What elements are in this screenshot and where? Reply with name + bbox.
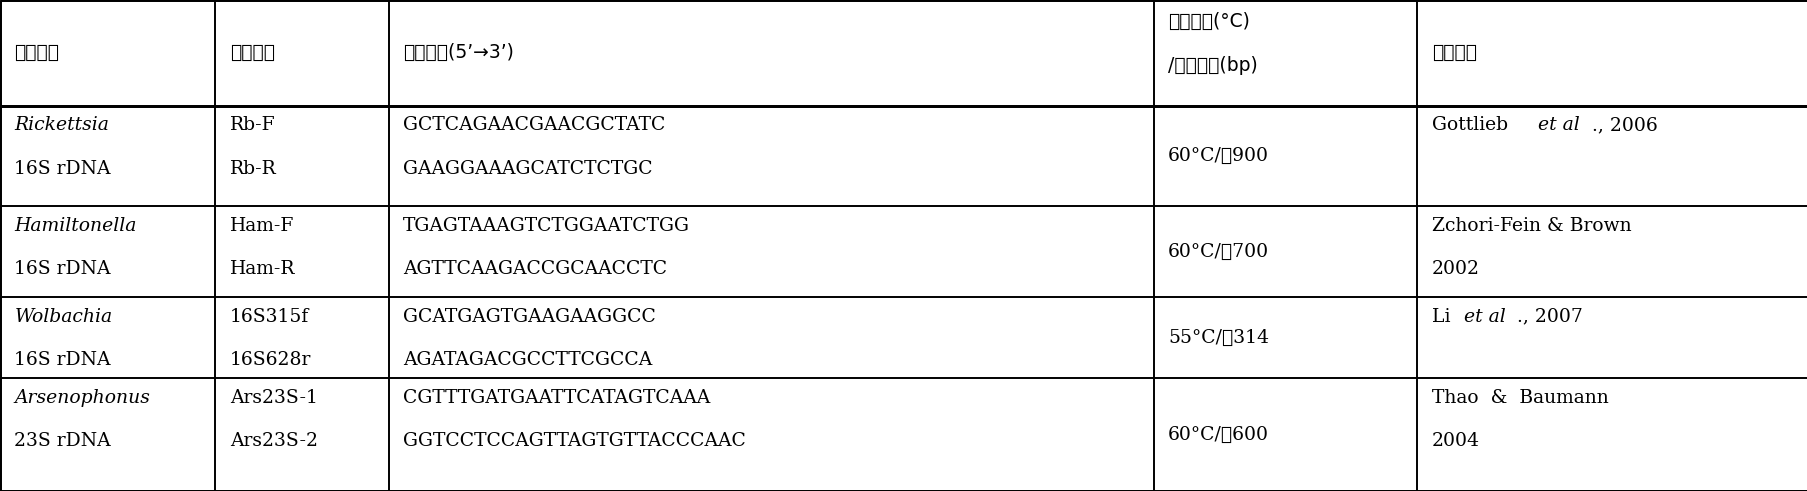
Text: 60°C/～900: 60°C/～900: [1167, 147, 1269, 165]
Text: Zchori-Fein & Brown: Zchori-Fein & Brown: [1431, 217, 1630, 235]
Text: /产物大小(bp): /产物大小(bp): [1167, 56, 1258, 76]
Text: 退火温度(°C): 退火温度(°C): [1167, 12, 1249, 31]
Text: Ham-R: Ham-R: [229, 260, 295, 278]
Text: ., 2006: ., 2006: [1590, 116, 1657, 135]
Text: TGAGTAAAGTCTGGAATCTGG: TGAGTAAAGTCTGGAATCTGG: [403, 217, 690, 235]
Text: 60°C/～600: 60°C/～600: [1167, 426, 1269, 443]
Text: 2004: 2004: [1431, 432, 1480, 450]
Text: GCTCAGAACGAACGCTATC: GCTCAGAACGAACGCTATC: [403, 116, 665, 135]
Text: Ham-F: Ham-F: [229, 217, 295, 235]
Text: et al: et al: [1538, 116, 1579, 135]
Text: Rb-R: Rb-R: [229, 160, 276, 178]
Text: Rb-F: Rb-F: [229, 116, 275, 135]
Text: 16S315f: 16S315f: [229, 308, 309, 326]
Text: 55°C/～314: 55°C/～314: [1167, 328, 1269, 347]
Text: 目标基因: 目标基因: [14, 43, 60, 62]
Text: 引物名称: 引物名称: [229, 43, 275, 62]
Text: 16S628r: 16S628r: [229, 351, 311, 369]
Text: Rickettsia: Rickettsia: [14, 116, 108, 135]
Text: ., 2007: ., 2007: [1516, 308, 1583, 326]
Text: 16S rDNA: 16S rDNA: [14, 260, 110, 278]
Text: 16S rDNA: 16S rDNA: [14, 160, 110, 178]
Text: 23S rDNA: 23S rDNA: [14, 432, 110, 450]
Text: Arsenophonus: Arsenophonus: [14, 389, 150, 407]
Text: AGATAGACGCCTTCGCCA: AGATAGACGCCTTCGCCA: [403, 351, 652, 369]
Text: et al: et al: [1462, 308, 1505, 326]
Text: Thao  &  Baumann: Thao & Baumann: [1431, 389, 1608, 407]
Text: 引物序列(5’→3’): 引物序列(5’→3’): [403, 43, 513, 62]
Text: Hamiltonella: Hamiltonella: [14, 217, 137, 235]
Text: Ars23S-2: Ars23S-2: [229, 432, 318, 450]
Text: GGTCCTCCAGTTAGTGTTACCCAAC: GGTCCTCCAGTTAGTGTTACCCAAC: [403, 432, 746, 450]
Text: GCATGAGTGAAGAAGGCC: GCATGAGTGAAGAAGGCC: [403, 308, 656, 326]
Text: CGTTTGATGAATTCATAGTCAAA: CGTTTGATGAATTCATAGTCAAA: [403, 389, 710, 407]
Text: Ars23S-1: Ars23S-1: [229, 389, 318, 407]
Text: 60°C/～700: 60°C/～700: [1167, 243, 1269, 261]
Text: Li: Li: [1431, 308, 1456, 326]
Text: AGTTCAAGACCGCAACCTC: AGTTCAAGACCGCAACCTC: [403, 260, 667, 278]
Text: 参考文献: 参考文献: [1431, 43, 1476, 62]
Text: 16S rDNA: 16S rDNA: [14, 351, 110, 369]
Text: Wolbachia: Wolbachia: [14, 308, 112, 326]
Text: Gottlieb: Gottlieb: [1431, 116, 1512, 135]
Text: GAAGGAAAGCATCTCTGC: GAAGGAAAGCATCTCTGC: [403, 160, 652, 178]
Text: 2002: 2002: [1431, 260, 1480, 278]
